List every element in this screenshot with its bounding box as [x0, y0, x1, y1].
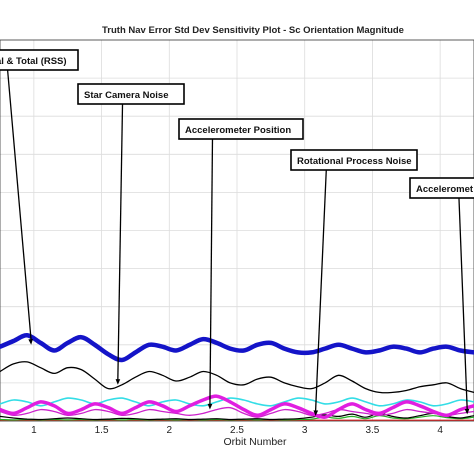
- x-tick-label: 2: [167, 425, 173, 436]
- series-line-6: [0, 412, 474, 421]
- annotation-arrow-line: [458, 197, 468, 411]
- series-layer: [0, 333, 474, 421]
- annotation-box: [0, 49, 79, 71]
- annotation-arrow-line: [117, 103, 124, 381]
- annotation-arrow-line: [6, 69, 32, 341]
- series-line-5: [0, 406, 474, 418]
- plot-frame: [0, 39, 474, 422]
- x-tick-label: 2.5: [230, 425, 244, 436]
- annotation-box: [178, 118, 304, 140]
- series-line-3: [0, 394, 474, 420]
- series-line-1: [0, 333, 474, 363]
- annotation-arrow-line: [314, 169, 327, 412]
- x-axis-label: Orbit Number: [223, 436, 287, 448]
- annotation-label: al & Total (RSS): [0, 56, 67, 67]
- annotation-arrow-head: [28, 339, 34, 345]
- annotation-arrow-head: [464, 408, 470, 415]
- annotation-label: Rotational Process Noise: [297, 156, 412, 167]
- chart-title: Truth Nav Error Std Dev Sensitivity Plot…: [102, 25, 404, 36]
- annotation-5: Acceleromet: [409, 177, 474, 415]
- annotation-arrow-head: [207, 403, 213, 410]
- annotation-arrow-head: [115, 379, 121, 385]
- x-tick-labels: 1 1.5 2 2.5 3 3.5 4: [31, 425, 443, 436]
- x-tick-label: 1: [31, 425, 37, 436]
- annotation-box: [409, 177, 474, 199]
- annotation-box: [77, 83, 185, 105]
- annotation-arrow-line: [209, 138, 214, 406]
- annotation-layer: al & Total (RSS) Star Camera Noise Acceler…: [0, 49, 474, 416]
- annotation-label: Acceleromet: [416, 184, 474, 195]
- x-tick-label: 4: [437, 425, 443, 436]
- x-tick-label: 3: [302, 425, 308, 436]
- annotation-label: Star Camera Noise: [84, 90, 168, 101]
- series-line-2: [0, 361, 474, 394]
- annotation-3: Accelerometer Position: [178, 118, 304, 410]
- x-tick-label: 3.5: [365, 425, 379, 436]
- series-line-4: [0, 397, 474, 407]
- annotation-1: al & Total (RSS): [0, 49, 79, 345]
- annotation-4: Rotational Process Noise: [290, 149, 418, 416]
- x-tick-label: 1.5: [95, 425, 109, 436]
- annotation-arrow-head: [313, 410, 319, 416]
- annotation-box: [290, 149, 418, 171]
- annotation-label: Accelerometer Position: [185, 125, 291, 136]
- annotation-2: Star Camera Noise: [77, 83, 185, 385]
